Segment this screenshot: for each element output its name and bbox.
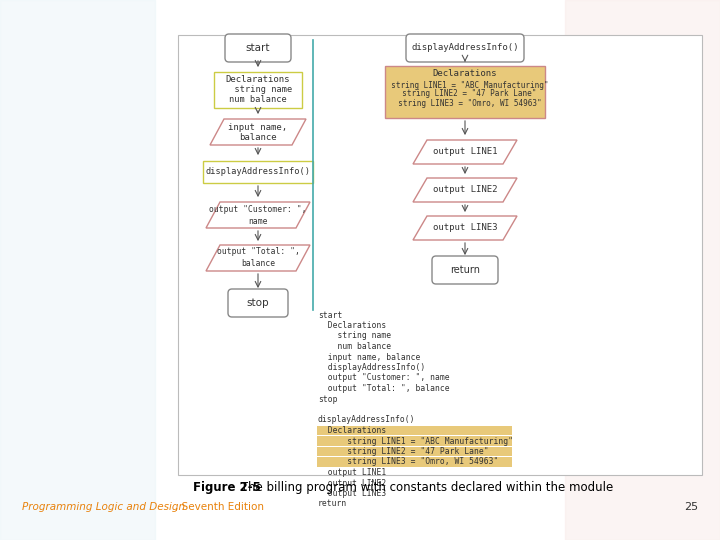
Text: Declarations: Declarations [318,321,386,330]
Text: string LINE1 = "ABC Manufacturing": string LINE1 = "ABC Manufacturing" [318,436,513,446]
Bar [178,35,702,475]
Text: , Seventh Edition: , Seventh Edition [175,502,264,512]
Bar [317,426,512,435]
Text: Declarations: Declarations [318,426,386,435]
Text: string name: string name [318,332,391,341]
Text: string LINE3 = "Omro, WI 54963": string LINE3 = "Omro, WI 54963" [318,457,498,467]
Text: displayAddressInfo(): displayAddressInfo() [318,363,426,372]
Text: output LINE1: output LINE1 [318,468,386,477]
Bar [317,447,512,456]
Polygon shape [413,216,517,240]
Text: output LINE3: output LINE3 [433,224,498,233]
Text: start: start [318,310,343,320]
Text: output "Total: ",: output "Total: ", [217,247,300,256]
Text: start: start [246,43,270,53]
Polygon shape [413,140,517,164]
FancyBboxPatch shape [406,34,524,62]
Bar [317,457,512,467]
Text: Programming Logic and Design: Programming Logic and Design [22,502,185,512]
Bar [317,436,512,446]
Polygon shape [413,178,517,202]
Text: output LINE2: output LINE2 [318,478,386,488]
Text: output "Customer: ",: output "Customer: ", [210,205,307,213]
Text: name: name [248,217,268,226]
Text: stop: stop [247,298,269,308]
Text: string name: string name [224,84,292,93]
Text: output "Total: ", balance: output "Total: ", balance [318,384,449,393]
Text: string LINE1 = "ABC Manufacturing": string LINE1 = "ABC Manufacturing" [382,80,548,90]
Text: displayAddressInfo(): displayAddressInfo() [411,44,518,52]
Text: balance: balance [241,260,275,268]
Text: input name, balance: input name, balance [318,353,420,361]
Text: Declarations: Declarations [433,70,498,78]
Text: string LINE2 = "47 Park Lane": string LINE2 = "47 Park Lane" [393,90,536,98]
Text: balance: balance [239,133,276,143]
Polygon shape [206,202,310,228]
Text: input name,: input name, [228,123,287,132]
FancyBboxPatch shape [228,289,288,317]
FancyBboxPatch shape [432,256,498,284]
Polygon shape [210,119,306,145]
Text: output "Customer: ", name: output "Customer: ", name [318,374,449,382]
Text: Figure 2-5: Figure 2-5 [193,482,261,495]
Text: The billing program with constants declared within the module: The billing program with constants decla… [237,482,613,495]
Bar [214,72,302,108]
Text: displayAddressInfo(): displayAddressInfo() [205,167,310,177]
Bar [203,161,313,183]
Text: output LINE2: output LINE2 [433,186,498,194]
Text: string LINE3 = "Omro, WI 54963": string LINE3 = "Omro, WI 54963" [389,99,541,109]
Text: return: return [450,265,480,275]
Text: Declarations: Declarations [226,76,290,84]
Text: displayAddressInfo(): displayAddressInfo() [318,415,415,424]
Text: 25: 25 [684,502,698,512]
Text: num balance: num balance [229,94,287,104]
Text: string LINE2 = "47 Park Lane": string LINE2 = "47 Park Lane" [318,447,489,456]
Text: num balance: num balance [318,342,391,351]
Text: output LINE1: output LINE1 [433,147,498,157]
Text: output LINE3: output LINE3 [318,489,386,498]
FancyBboxPatch shape [225,34,291,62]
Polygon shape [206,245,310,271]
Text: stop: stop [318,395,338,403]
Bar [385,66,545,118]
Text: return: return [318,500,347,509]
